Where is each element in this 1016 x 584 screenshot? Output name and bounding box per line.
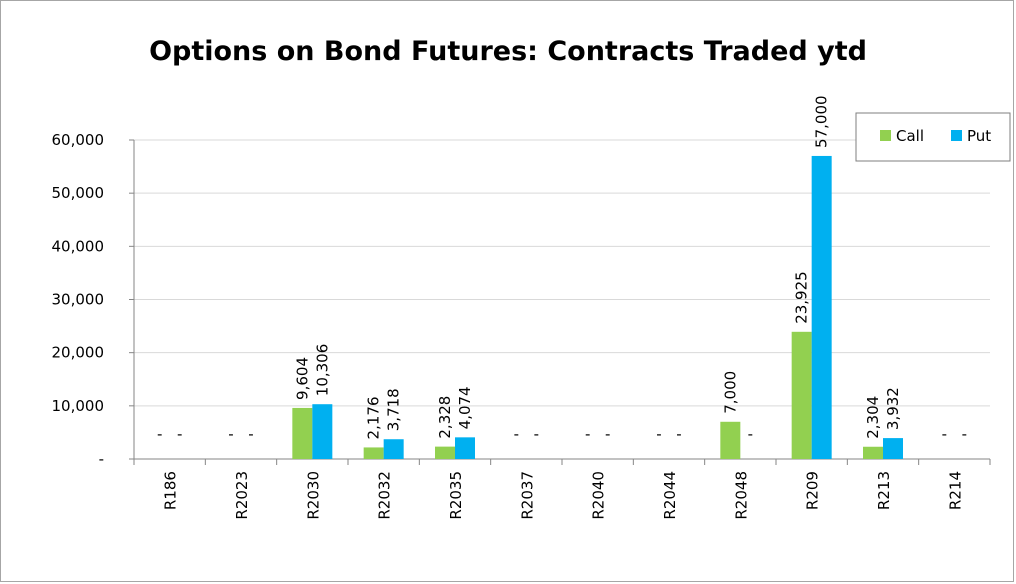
legend-label-put: Put — [967, 127, 991, 145]
y-tick-label: 30,000 — [52, 291, 105, 309]
bar-put-r2032 — [383, 439, 404, 459]
data-label: 4,074 — [456, 386, 474, 429]
data-label: - — [748, 425, 753, 443]
data-label: - — [656, 425, 661, 443]
data-label: 2,328 — [436, 396, 454, 439]
data-label: 9,604 — [293, 357, 311, 400]
category-label: R2030 — [304, 471, 322, 520]
data-label: 10,306 — [313, 344, 331, 397]
category-label: R2044 — [661, 471, 679, 520]
category-label: R214 — [946, 471, 964, 510]
data-label: 3,932 — [884, 387, 902, 430]
data-label: 7,000 — [721, 371, 739, 414]
data-label: 57,000 — [813, 95, 831, 148]
data-label: - — [676, 425, 681, 443]
category-label: R213 — [875, 471, 893, 510]
bar-put-r209 — [811, 155, 832, 459]
bar-call-r209 — [791, 331, 812, 459]
data-label: - — [585, 425, 590, 443]
data-label: - — [962, 425, 967, 443]
category-label: R2040 — [590, 471, 608, 520]
data-label: - — [228, 425, 233, 443]
bar-call-r2032 — [363, 447, 384, 459]
category-label: R209 — [804, 471, 822, 510]
legend-swatch-call — [880, 130, 891, 141]
data-label: - — [605, 425, 610, 443]
y-tick-label: 20,000 — [52, 344, 105, 362]
data-label: - — [534, 425, 539, 443]
bar-put-r2035 — [455, 437, 475, 459]
y-tick-label: 40,000 — [52, 237, 105, 255]
data-label: - — [514, 425, 519, 443]
data-label: 3,718 — [385, 388, 403, 431]
data-label: - — [177, 425, 182, 443]
category-label: R2035 — [447, 471, 465, 520]
category-labels: R186 R2023 R2030 R2032 R2035 R2037 R2040 R2044 R… — [162, 471, 965, 520]
y-tick-label: 10,000 — [52, 397, 105, 415]
bar-put-r213 — [883, 438, 903, 459]
legend: Call Put — [855, 112, 1011, 162]
data-label: 2,176 — [365, 396, 383, 439]
category-label: R2037 — [518, 471, 536, 520]
category-label: R2048 — [732, 471, 750, 520]
y-tick-label: 60,000 — [52, 131, 105, 149]
y-tick-label: - — [99, 450, 104, 468]
legend-swatch-put — [951, 130, 962, 141]
data-label: 2,304 — [864, 396, 882, 439]
data-label: 23,925 — [793, 271, 811, 324]
data-label: - — [157, 425, 162, 443]
bar-put-r2030 — [312, 404, 333, 459]
axes: - 10,000 20,000 30,000 40,000 50,000 60,000 — [52, 131, 991, 468]
bar-call-r213 — [863, 446, 883, 459]
category-label: R2032 — [376, 471, 394, 520]
bar-call-r2048 — [720, 421, 741, 459]
category-label: R2023 — [233, 471, 251, 520]
data-label: - — [248, 425, 253, 443]
chart-title: Options on Bond Futures: Contracts Trade… — [149, 36, 867, 67]
gridlines — [134, 139, 990, 407]
data-label: - — [942, 425, 947, 443]
category-label: R186 — [162, 471, 180, 510]
y-tick-label: 50,000 — [52, 184, 105, 202]
bars — [292, 155, 903, 459]
bar-call-r2035 — [435, 446, 455, 459]
bar-call-r2030 — [292, 407, 313, 459]
legend-label-call: Call — [896, 127, 924, 145]
